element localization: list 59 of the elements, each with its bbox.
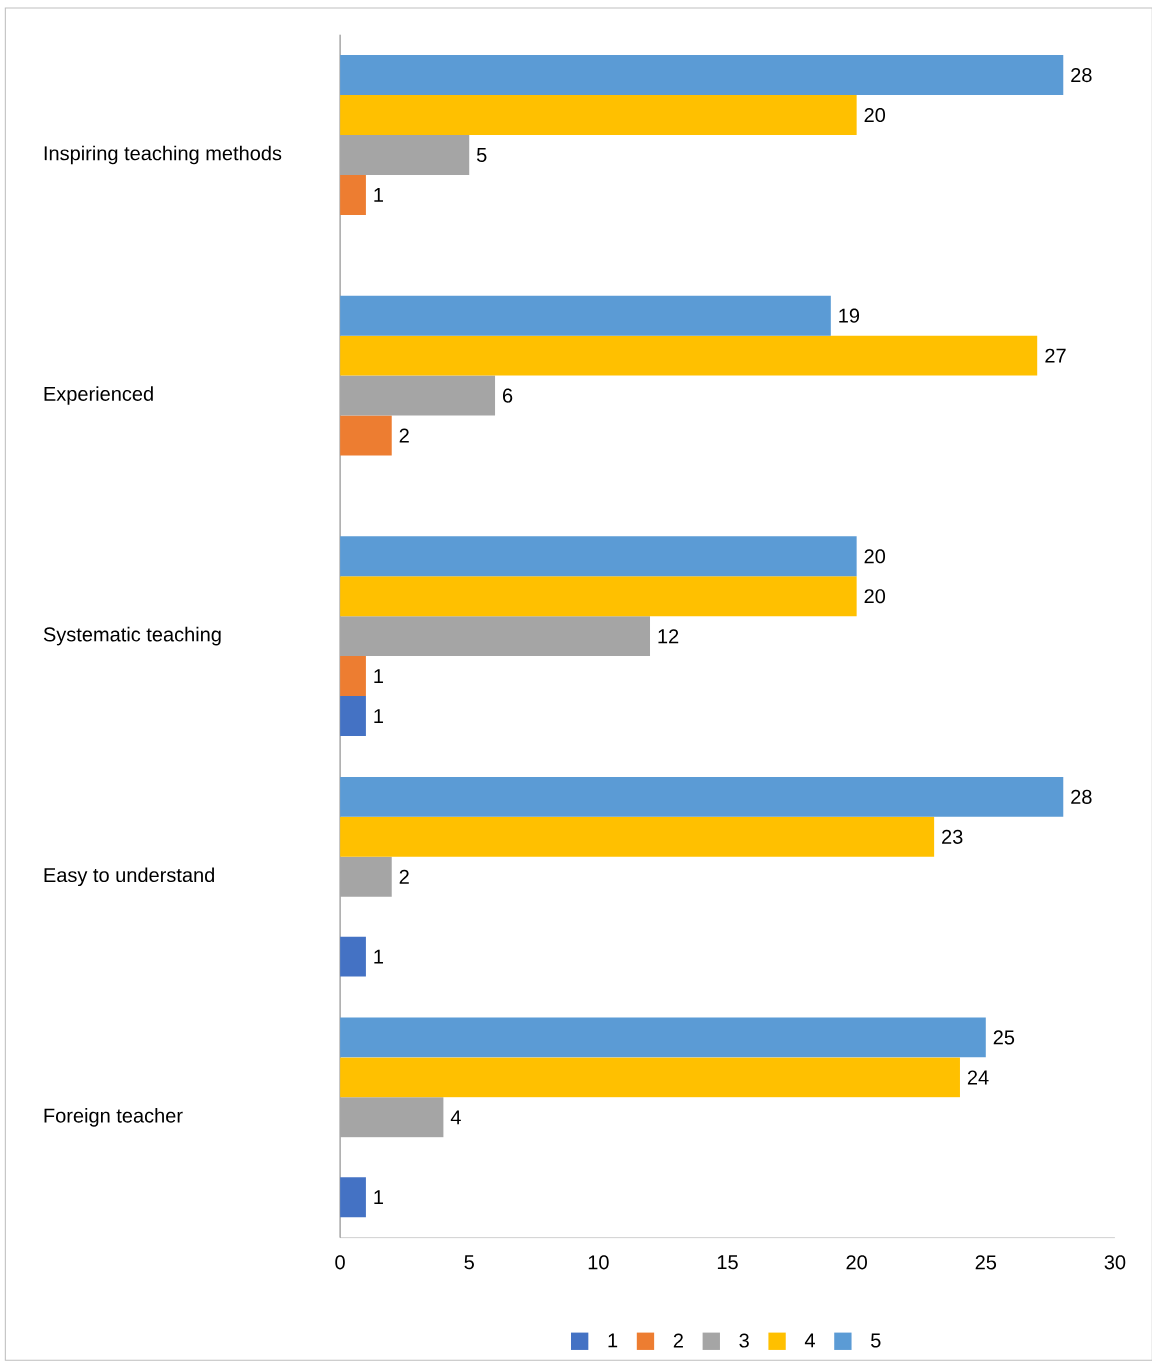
bar [339,1017,986,1058]
bar [339,295,831,336]
legend-label: 3 [739,1333,749,1348]
data-label: 1 [374,1190,383,1205]
y-tick-label: Easy to understand [44,867,214,887]
bar [339,696,366,736]
data-label: 6 [502,388,513,403]
data-label: 27 [1045,348,1066,363]
legend-label: 5 [870,1333,881,1348]
x-tick-label: 5 [464,1255,474,1270]
data-label: 25 [993,1030,1015,1045]
bar [339,415,392,456]
data-label: 19 [839,308,859,323]
data-label: 4 [450,1110,461,1125]
data-label: 28 [1071,68,1092,83]
bar [339,135,470,175]
y-tick-label: Systematic teaching [43,626,221,646]
bar [339,656,366,697]
legend-label: 2 [673,1333,683,1348]
x-tick-label: 20 [846,1255,867,1270]
x-tick-label: 25 [975,1255,996,1270]
data-label: 1 [374,709,383,723]
bar [339,936,366,977]
bar [339,536,857,577]
data-label: 23 [941,829,963,844]
bar [339,95,857,135]
data-label: 12 [658,629,679,644]
data-label: 20 [864,589,885,604]
data-label: 20 [864,549,885,564]
y-tick-label: Inspiring teaching methods [44,145,282,165]
data-label: 1 [374,949,383,964]
bar [339,55,1064,96]
bar [339,335,1038,376]
x-tick-label: 0 [335,1255,345,1270]
bar [339,375,495,416]
bar [339,816,935,857]
bar [339,776,1064,817]
x-tick-label: 15 [717,1255,738,1270]
legend-label: 1 [608,1333,618,1348]
x-tick-label: 30 [1104,1255,1126,1270]
bar [339,576,857,617]
data-label: 20 [864,107,885,123]
data-label: 28 [1071,789,1092,804]
data-label: 1 [374,188,383,202]
y-tick-label: Foreign teacher [44,1108,183,1127]
data-label: 24 [967,1070,989,1085]
bar [339,616,650,657]
bar [339,174,366,215]
data-label: 1 [374,669,383,683]
legend-label: 4 [804,1333,815,1348]
data-label: 2 [399,428,409,443]
x-tick-label: 10 [588,1255,609,1270]
data-label: 5 [476,147,487,162]
y-tick-label: Experienced [44,386,153,405]
bar [339,1057,960,1098]
bar [339,1097,444,1138]
data-label: 2 [399,869,409,884]
bar [339,1177,366,1218]
bar [339,856,392,897]
